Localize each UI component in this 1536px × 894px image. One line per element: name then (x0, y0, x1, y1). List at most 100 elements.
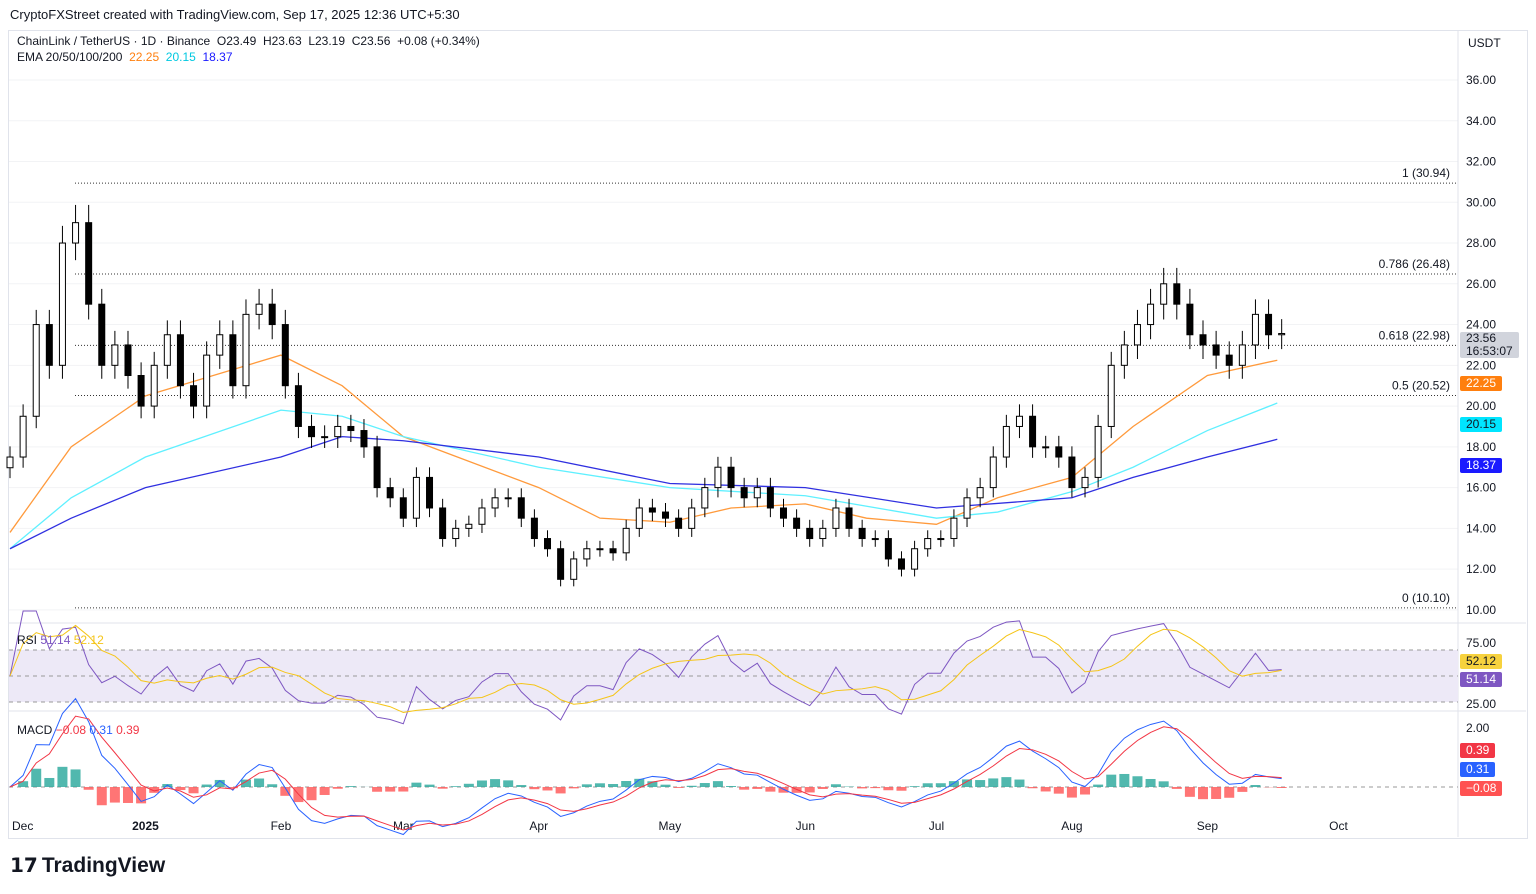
candle-body (583, 548, 591, 560)
macd-histogram-bar (136, 787, 147, 804)
candle-body (924, 538, 932, 550)
macd-histogram-bar (306, 787, 317, 801)
candle-body (334, 425, 342, 438)
macd-hist-tag: −0.08 (1460, 781, 1503, 796)
candle-body (740, 487, 748, 499)
macd-signal-tag: 0.39 (1460, 743, 1496, 758)
macd-hist-value: −0.08 (55, 723, 87, 737)
candle-body (845, 507, 853, 529)
candle-body (688, 507, 696, 529)
candle-body (1042, 446, 1050, 449)
macd-histogram-bar (962, 779, 973, 787)
candle-body (1055, 446, 1063, 458)
candle-body (609, 548, 617, 554)
y-tick-label: 22.00 (1466, 358, 1496, 372)
candle-body (858, 527, 866, 540)
ema-legend[interactable]: EMA 20/50/100/200 22.25 20.15 18.37 (17, 50, 233, 64)
candle-body (937, 538, 945, 541)
macd-legend[interactable]: MACD −0.08 0.31 0.39 (17, 723, 139, 737)
candle-body (884, 538, 892, 560)
macd-histogram-bar (1237, 787, 1248, 792)
currency-label[interactable]: USDT (1468, 36, 1501, 50)
macd-histogram-bar (450, 786, 461, 787)
macd-histogram-bar (1001, 777, 1012, 787)
macd-line-tag: 0.31 (1460, 762, 1496, 777)
macd-histogram-bar (83, 787, 94, 790)
macd-histogram-bar (739, 787, 750, 790)
macd-histogram-bar (18, 781, 29, 787)
macd-histogram-bar (1132, 776, 1143, 787)
macd-histogram-bar (372, 787, 383, 792)
macd-histogram-bar (581, 784, 592, 787)
symbol-name[interactable]: ChainLink / TetherUS · 1D · Binance (17, 34, 211, 48)
ema100-value: 20.15 (165, 50, 196, 64)
macd-histogram-bar (1211, 787, 1222, 799)
macd-histogram-bar (896, 787, 907, 791)
candle-body (491, 497, 499, 509)
candle-body (963, 497, 971, 519)
candle-body (570, 558, 578, 580)
macd-histogram-bar (857, 787, 868, 789)
last-price: 23.56 (1466, 331, 1497, 345)
rsi-tag: 51.14 (1460, 672, 1503, 687)
low-value: L23.19 (308, 34, 346, 48)
macd-histogram-bar (437, 787, 448, 789)
candle-body (1278, 333, 1286, 336)
macd-histogram-bar (490, 779, 501, 787)
macd-histogram-bar (975, 780, 986, 787)
candle-body (190, 385, 198, 407)
macd-histogram-bar (280, 787, 291, 796)
rsi-legend[interactable]: RSI 51.14 52.12 (17, 633, 104, 647)
y-tick-label: 26.00 (1466, 277, 1496, 291)
fib-level-label: 0.618 (22.98) (1379, 328, 1450, 342)
candle-body (832, 507, 840, 529)
candle-body (871, 538, 879, 541)
candle-body (124, 344, 132, 377)
macd-histogram-bar (542, 787, 553, 791)
candle-body (216, 334, 224, 356)
macd-histogram-bar (1171, 787, 1182, 789)
candle-body (819, 527, 827, 540)
ema200-value: 18.37 (202, 50, 233, 64)
candle-body (32, 324, 40, 417)
y-tick-label: 10.00 (1466, 603, 1496, 617)
macd-histogram-bar (398, 787, 409, 792)
ema200-tag: 18.37 (1460, 458, 1503, 473)
macd-histogram-bar (345, 786, 356, 787)
macd-histogram-bar (765, 787, 776, 792)
candle-body (6, 456, 14, 469)
macd-histogram-bar (1014, 779, 1025, 787)
candle-body (203, 354, 211, 407)
macd-histogram-bar (476, 780, 487, 787)
macd-signal-value: 0.39 (116, 723, 140, 737)
candle-body (1238, 344, 1246, 366)
macd-histogram-bar (31, 768, 42, 787)
candle-body (1199, 334, 1207, 346)
candle-body (806, 527, 814, 540)
candle-body (111, 344, 119, 366)
macd-histogram-bar (96, 787, 107, 806)
candle-body (1225, 354, 1233, 366)
candle-body (1107, 364, 1115, 427)
candle-body (596, 548, 604, 551)
macd-line (9, 697, 1282, 836)
candle-body (727, 466, 735, 489)
candle-body (950, 517, 958, 540)
macd-histogram-bar (830, 784, 841, 787)
macd-histogram-bar (1224, 787, 1235, 798)
tradingview-logo[interactable]: 𝟭𝟳 TradingView (10, 853, 165, 878)
macd-histogram-bar (909, 786, 920, 787)
macd-histogram-bar (267, 784, 278, 787)
rsi-value: 51.14 (40, 633, 71, 647)
y-tick-label: 32.00 (1466, 155, 1496, 169)
macd-histogram-bar (1250, 785, 1261, 787)
x-tick-label: Aug (1061, 819, 1082, 833)
y-tick-label: 30.00 (1466, 195, 1496, 209)
macd-line-value: 0.31 (89, 723, 113, 737)
y-tick-label: 14.00 (1466, 521, 1496, 535)
candle-body (635, 507, 643, 529)
macd-histogram-bar (411, 782, 422, 787)
candle-body (675, 517, 683, 529)
candle-body (911, 548, 919, 570)
